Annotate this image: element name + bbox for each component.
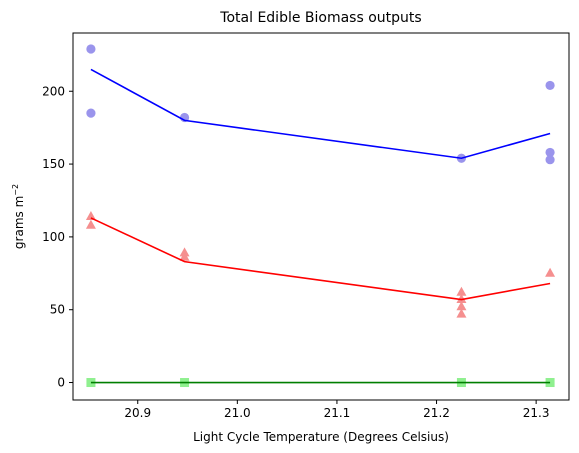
x-tick-label: 21.1 <box>324 406 351 420</box>
series-1-point <box>86 44 96 54</box>
series-1-point <box>86 108 96 118</box>
series-2-point <box>456 301 467 311</box>
series-2-point <box>456 308 467 318</box>
series-2-point <box>456 294 467 304</box>
y-tick-label: 100 <box>42 230 65 244</box>
x-tick-label: 21.3 <box>523 406 550 420</box>
x-axis-label: Light Cycle Temperature (Degrees Celsius… <box>193 430 449 444</box>
x-tick-label: 20.9 <box>124 406 151 420</box>
series-2-point <box>85 219 96 229</box>
series-2-point <box>85 211 96 220</box>
chart-title: Total Edible Biomass outputs <box>219 10 421 26</box>
y-axis-label-superscript: −2 <box>11 184 20 196</box>
series-2-point <box>456 286 467 296</box>
series-2-line <box>90 217 551 301</box>
y-axis-ticks: 0 50 100 150 200 <box>42 84 73 390</box>
series-1-point <box>545 155 555 165</box>
y-axis-label-main: grams m <box>12 196 26 249</box>
series-2-point <box>545 267 556 277</box>
series-1-point <box>545 80 555 91</box>
y-tick-label: 0 <box>57 376 65 390</box>
plot-area <box>85 44 556 388</box>
plot-frame <box>72 32 570 401</box>
series-1-point <box>545 147 555 158</box>
x-tick-label: 21.2 <box>423 406 450 420</box>
x-axis-ticks: 20.9 21.0 21.1 21.2 21.3 <box>124 400 549 420</box>
y-tick-label: 150 <box>42 157 65 171</box>
x-tick-label: 21.0 <box>224 406 251 420</box>
y-tick-label: 50 <box>50 303 65 317</box>
series-2-point <box>179 251 190 261</box>
y-tick-label: 200 <box>42 84 65 98</box>
y-axis-label: grams m−2 <box>11 184 26 249</box>
series-1-line <box>90 68 551 160</box>
